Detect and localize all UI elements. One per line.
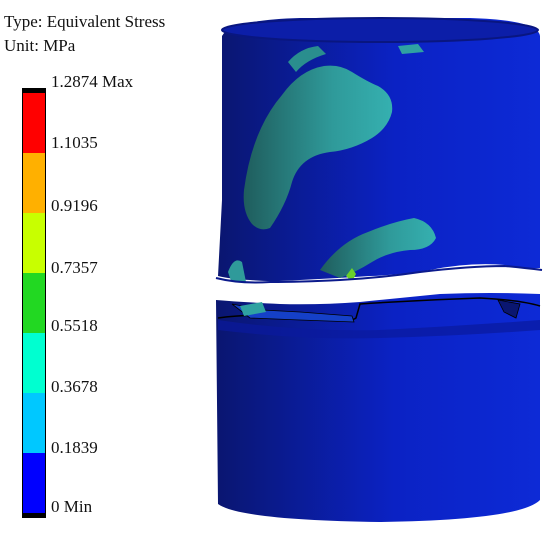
upper-teal-region	[243, 65, 393, 230]
fracture-gap	[216, 266, 542, 303]
scale-cap-bottom	[23, 513, 45, 517]
scale-band-2	[23, 153, 45, 213]
lower-cylinder-body	[216, 293, 540, 522]
middle-teal-region	[320, 218, 436, 278]
color-scale-bar	[22, 88, 46, 518]
scale-band-1	[23, 93, 45, 153]
lower-top-band	[218, 320, 540, 339]
scale-tick-label-max: 1.2874 Max	[51, 72, 134, 91]
scale-tick-label: 0.7357	[51, 258, 98, 277]
top-rim-teal-spot	[398, 44, 424, 54]
scale-tick-label: 1.1035	[51, 133, 98, 152]
lower-fracture-lip	[231, 303, 355, 323]
lower-fracture-shard	[497, 299, 521, 319]
scale-band-5	[23, 333, 45, 393]
scale-tick-label: 0.1839	[51, 438, 98, 457]
scale-tick-label: 0.9196	[51, 196, 98, 215]
lower-teal-fragment	[240, 302, 266, 316]
teal-region-near-crack	[228, 260, 246, 284]
scale-cap-top	[23, 89, 45, 93]
stress-unit-label: Unit: MPa	[4, 36, 76, 55]
scale-tick-label-min: 0 Min	[51, 497, 93, 516]
scale-tick-label: 0.3678	[51, 377, 98, 396]
scale-band-6	[23, 393, 45, 453]
cylinder-top-rim	[221, 17, 539, 43]
upper-teal-strip	[288, 46, 326, 72]
stress-type-label: Type: Equivalent Stress	[4, 12, 166, 31]
scale-band-3	[23, 213, 45, 273]
scale-band-7	[23, 453, 45, 513]
scale-tick-label: 0.5518	[51, 316, 98, 335]
scale-band-4	[23, 273, 45, 333]
fracture-edge-top	[215, 264, 543, 284]
